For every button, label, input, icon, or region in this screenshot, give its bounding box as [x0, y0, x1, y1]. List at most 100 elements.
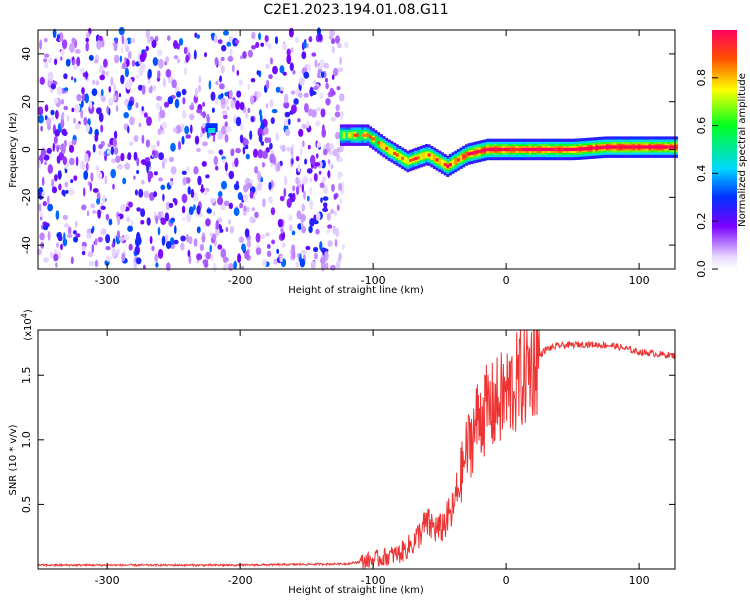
colorbar-gradient: [712, 30, 737, 269]
tone-track-cell: [454, 158, 458, 165]
noise-blob: [203, 190, 208, 196]
noise-blob: [67, 233, 73, 239]
noise-blob: [87, 251, 94, 258]
noise-blob: [315, 120, 320, 127]
tone-track-cell: [659, 145, 662, 149]
tone-track-cell: [496, 147, 500, 152]
tone-track-cell: [345, 129, 349, 141]
spectrogram-y-label: Frequency (Hz): [8, 112, 19, 188]
tone-track-cell: [366, 133, 370, 137]
noise-blob: [51, 186, 58, 194]
noise-blob: [288, 214, 293, 222]
noise-blob: [229, 225, 234, 234]
noise-blob: [81, 204, 87, 211]
noise-blob: [218, 59, 223, 68]
noise-blob: [326, 229, 331, 234]
noise-blob: [147, 68, 152, 79]
noise-blob: [165, 201, 171, 211]
noise-blob: [55, 262, 58, 268]
noise-blob: [320, 108, 326, 118]
noise-blob: [127, 51, 132, 60]
noise-blob: [39, 76, 45, 85]
tone-track-cell: [528, 147, 532, 152]
noise-blob: [60, 119, 65, 129]
noise-blob: [269, 153, 276, 164]
noise-blob: [299, 76, 305, 86]
noise-blob: [202, 259, 209, 265]
noise-blob: [320, 71, 325, 78]
noise-blob: [172, 127, 178, 133]
noise-blob: [337, 42, 342, 49]
tone-track-cell: [608, 145, 612, 149]
noise-blob: [209, 198, 216, 203]
noise-blob: [341, 243, 345, 250]
noise-blob: [38, 203, 42, 212]
noise-blob: [57, 170, 62, 180]
noise-blob: [184, 66, 188, 76]
noise-blob: [265, 103, 269, 109]
noise-blob: [161, 235, 166, 246]
noise-blob: [228, 219, 231, 225]
noise-blob: [152, 150, 156, 157]
noise-blob: [225, 171, 229, 177]
noise-blob: [40, 148, 47, 157]
tone-track-cell: [379, 141, 383, 149]
colorbar-tick-label: 0.4: [695, 165, 708, 183]
noise-blob: [297, 118, 301, 123]
noise-blob: [126, 216, 131, 223]
tone-track-cell: [446, 164, 450, 168]
noise-blob: [290, 47, 294, 53]
tone-track-cell: [369, 135, 373, 139]
noise-blob: [221, 110, 228, 116]
noise-blob: [240, 123, 244, 131]
tone-track-cell: [510, 147, 514, 152]
noise-blob: [292, 185, 296, 192]
noise-blob: [133, 175, 136, 180]
noise-blob: [287, 118, 291, 126]
noise-blob: [97, 171, 103, 180]
tone-track-cell: [539, 147, 543, 152]
noise-blob: [145, 139, 150, 148]
noise-blob: [70, 76, 74, 81]
noise-blob: [81, 87, 85, 95]
noise-blob: [223, 114, 228, 120]
noise-blob: [323, 185, 328, 195]
noise-blob: [251, 207, 256, 212]
noise-blob: [82, 187, 86, 197]
noise-blob: [85, 37, 89, 43]
noise-blob: [212, 135, 216, 143]
tone-track-cell: [358, 129, 362, 141]
noise-blob: [290, 90, 296, 95]
noise-blob: [284, 111, 291, 118]
noise-blob: [256, 70, 260, 76]
noise-blob: [145, 29, 150, 39]
noise-blob: [301, 51, 307, 60]
noise-blob: [241, 243, 246, 252]
noise-blob: [217, 244, 223, 250]
noise-blob: [186, 166, 190, 172]
noise-blob: [333, 193, 338, 200]
noise-blob: [187, 186, 191, 195]
noise-blob: [257, 91, 262, 98]
noise-blob: [50, 83, 56, 90]
noise-blob: [54, 129, 60, 137]
tone-track-cell: [480, 149, 484, 153]
tone-track-cell: [507, 147, 511, 152]
noise-blob: [262, 150, 268, 159]
noise-blob: [63, 191, 66, 197]
noise-blob: [246, 239, 252, 248]
tone-track-cell: [635, 145, 639, 149]
noise-blob: [114, 54, 120, 64]
noise-blob: [67, 226, 72, 235]
noise-blob: [104, 175, 108, 185]
tone-track-cell: [470, 151, 474, 155]
tone-track-cell: [573, 147, 577, 151]
noise-blob: [291, 230, 296, 236]
noise-blob: [108, 86, 112, 93]
noise-blob: [100, 205, 106, 210]
tone-track-cell: [502, 147, 506, 152]
noise-blob: [319, 182, 325, 189]
noise-blob: [307, 64, 312, 72]
noise-blob: [319, 58, 325, 68]
noise-blob: [96, 107, 102, 115]
